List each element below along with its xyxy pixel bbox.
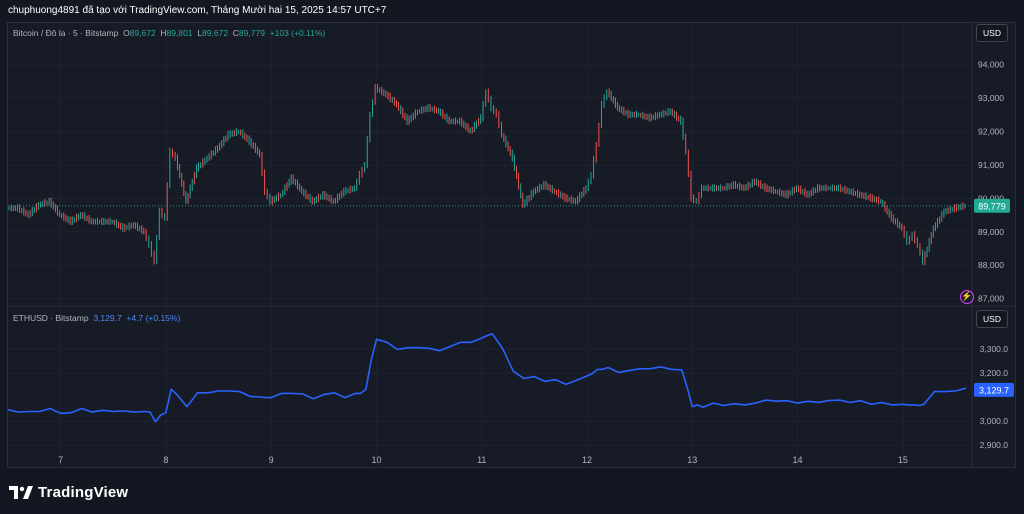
btc-last-price-label: 89,779 xyxy=(978,201,1006,211)
open-label: O xyxy=(123,28,130,38)
eth-last-price-label: 3,129.7 xyxy=(979,385,1009,395)
eth-symbol: ETHUSD · Bitstamp xyxy=(13,313,89,323)
eth-y-tick-label: 3,000.0 xyxy=(980,416,1009,426)
close-value: 89,779 xyxy=(238,28,265,38)
eth-change: +4.7 (+0.15%) xyxy=(126,313,181,323)
tradingview-logo[interactable]: TradingView xyxy=(9,484,128,501)
chart-canvas[interactable]: 7 8 9 10 11 12 13 14 15 94,000 93,000 92,000 91,000 9… xyxy=(0,0,1024,470)
currency-button-bottom[interactable]: USD xyxy=(976,310,1008,328)
grid-layer xyxy=(8,23,972,467)
btc-last-price-tag xyxy=(974,198,1010,213)
btc-y-tick-label: 88,000 xyxy=(978,260,1004,270)
header-caption: chuphuong4891 đã tạo với TradingView.com… xyxy=(8,5,387,16)
chart-header: chuphuong4891 đã tạo với TradingView.com… xyxy=(0,0,1024,22)
brand-name: TradingView xyxy=(38,484,129,501)
btc-y-tick-label: 94,000 xyxy=(978,60,1004,70)
x-tick-label: 10 xyxy=(371,455,381,465)
x-tick-label: 11 xyxy=(477,455,486,465)
x-tick-label: 14 xyxy=(793,455,803,465)
close-label: C xyxy=(232,28,239,38)
x-tick-label: 9 xyxy=(269,455,274,465)
axis-layer: 7 8 9 10 11 12 13 14 15 94,000 93,000 92,000 91,000 9… xyxy=(8,60,1014,465)
eth-y-tick-label: 3,200.0 xyxy=(980,368,1009,378)
open-value: 89,672 xyxy=(129,28,156,38)
eth-line xyxy=(7,333,967,423)
chart-frame[interactable] xyxy=(7,22,1016,468)
btc-series xyxy=(8,84,966,266)
currency-button-top[interactable]: USD xyxy=(976,24,1008,42)
btc-y-tick-label: 93,000 xyxy=(978,93,1004,103)
btc-y-tick-label: 90,000 xyxy=(978,193,1004,203)
btc-y-tick-label: 89,000 xyxy=(978,227,1004,237)
eth-legend: ETHUSD · Bitstamp 3,129.7 +4.7 (+0.15%) xyxy=(13,313,180,323)
btc-y-tick-label: 87,000 xyxy=(978,294,1004,304)
btc-y-tick-label: 92,000 xyxy=(978,127,1004,137)
footer xyxy=(0,470,1024,514)
btc-legend: Bitcoin / Đô la · 5 · Bitstamp O89,672 H… xyxy=(13,28,325,38)
eth-y-tick-label: 2,900.0 xyxy=(980,440,1009,450)
eth-value: 3,129.7 xyxy=(93,313,122,323)
high-label: H xyxy=(160,28,167,38)
btc-y-tick-label: 91,000 xyxy=(978,160,1004,170)
x-tick-label: 12 xyxy=(582,455,592,465)
x-tick-label: 15 xyxy=(898,455,908,465)
btc-symbol: Bitcoin / Đô la · 5 · Bitstamp xyxy=(13,28,119,38)
alert-lightning-icon[interactable]: ⚡ xyxy=(960,290,974,304)
btc-change: +103 (+0.11%) xyxy=(269,28,326,38)
eth-series xyxy=(7,333,967,423)
tradingview-logo-icon xyxy=(9,485,33,499)
eth-y-tick-label: 3,300.0 xyxy=(980,344,1009,354)
eth-last-price-tag xyxy=(974,382,1014,397)
low-value: 89,672 xyxy=(202,28,229,38)
x-tick-label: 7 xyxy=(58,455,63,465)
x-tick-label: 13 xyxy=(687,455,697,465)
x-tick-label: 8 xyxy=(163,455,168,465)
high-value: 89,801 xyxy=(166,28,193,38)
low-label: L xyxy=(197,28,203,38)
